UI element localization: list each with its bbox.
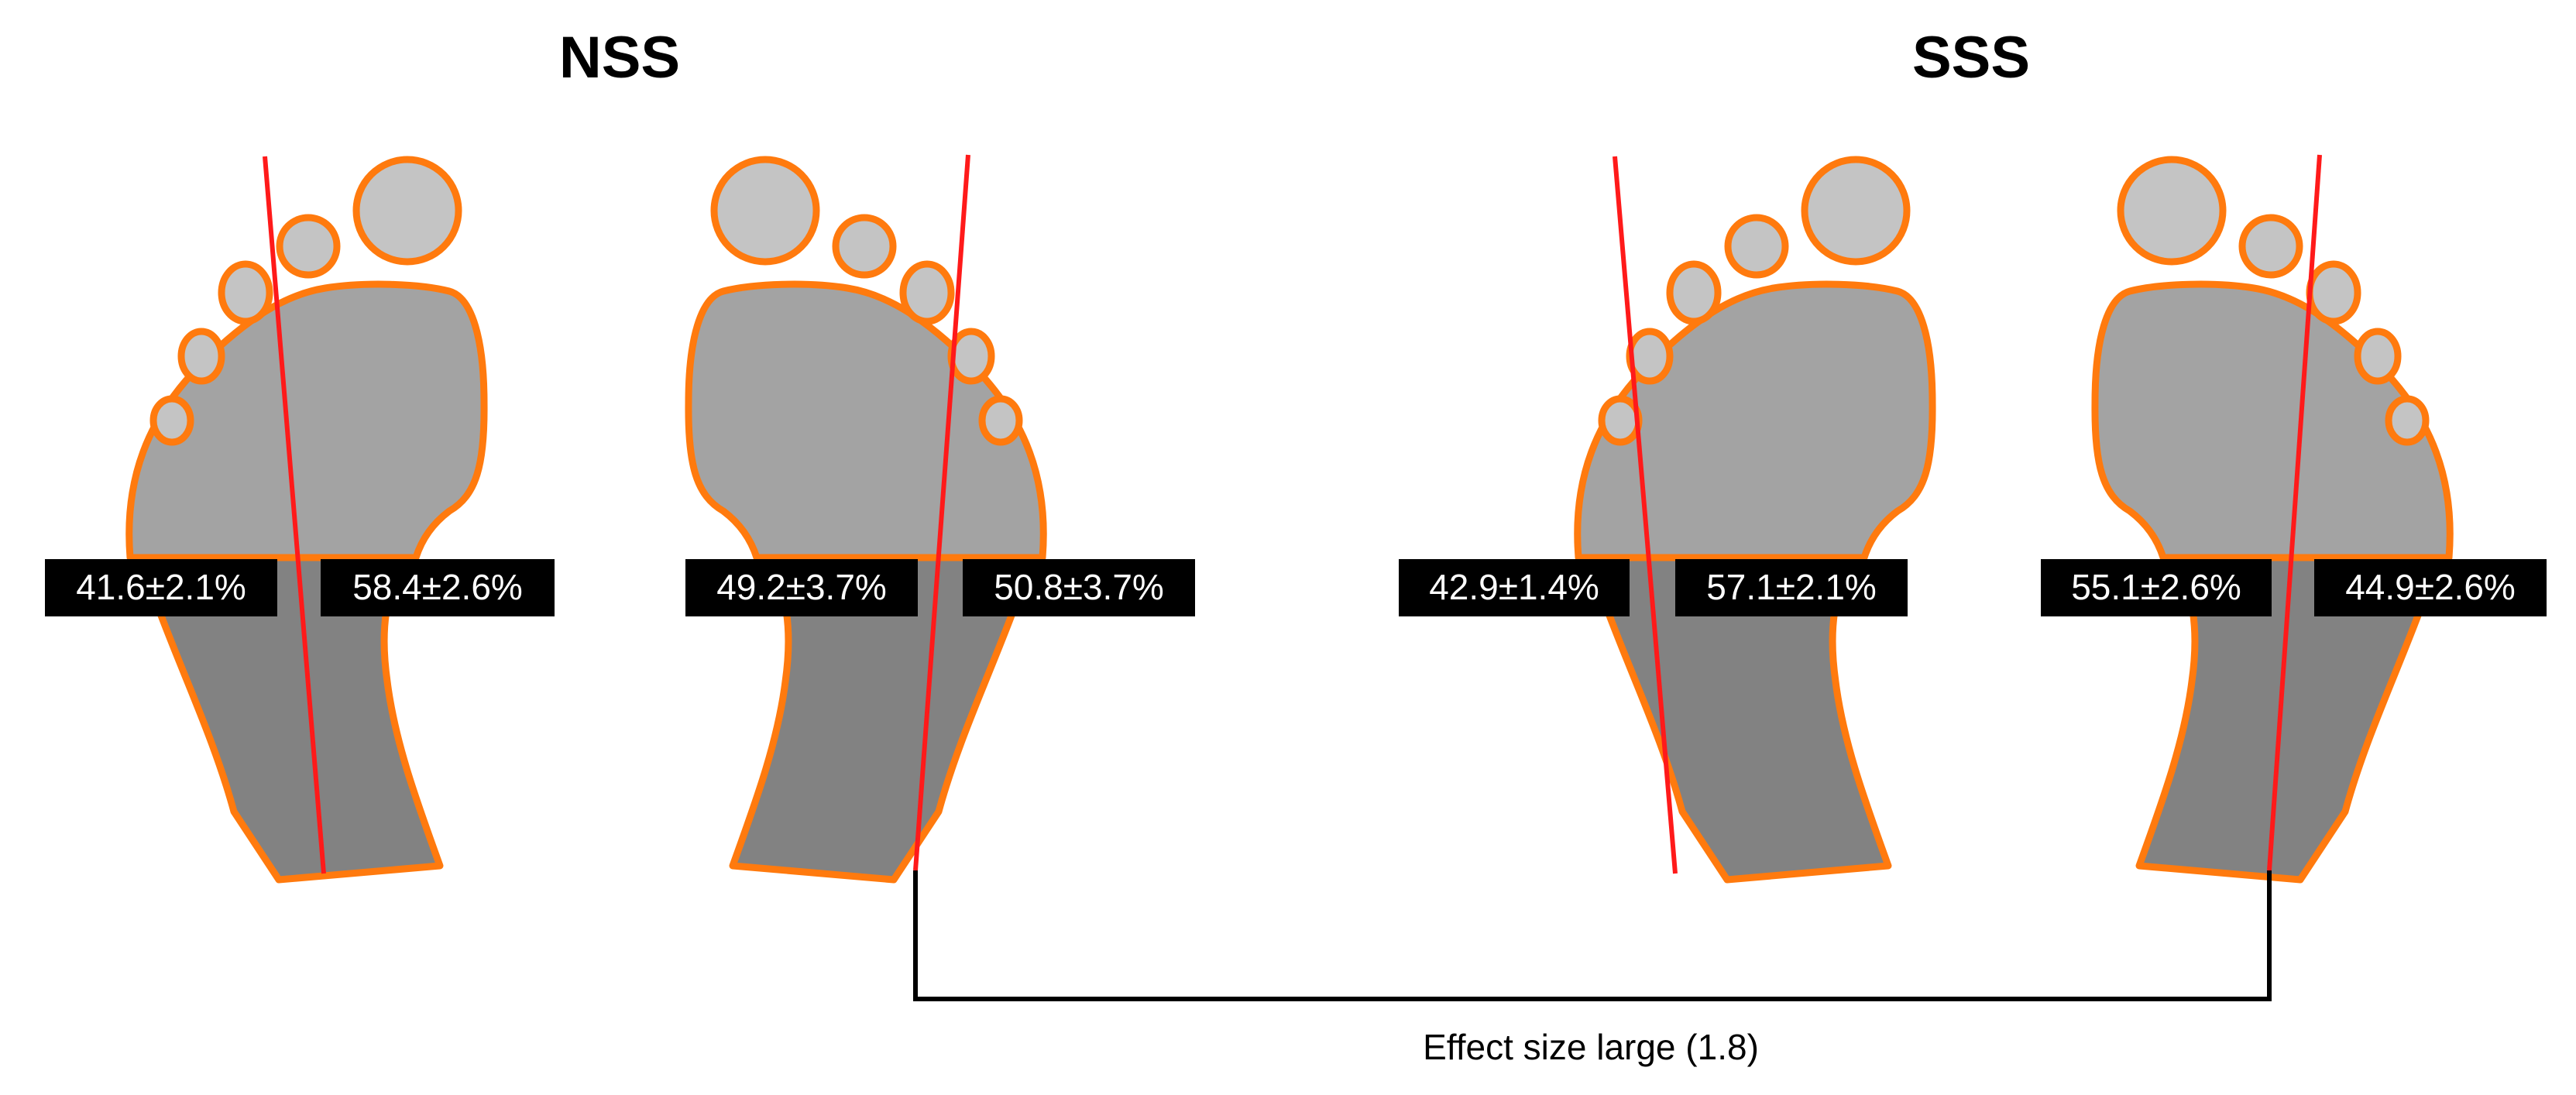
- label-sss-left-lateral: 57.1±2.1%: [1675, 559, 1908, 616]
- foot-sss-left: [1578, 160, 1932, 880]
- comparison-label: Effect size large (1.8): [1423, 1027, 1759, 1067]
- svg-text:44.9±2.6%: 44.9±2.6%: [2345, 567, 2516, 607]
- svg-text:57.1±2.1%: 57.1±2.1%: [1706, 567, 1877, 607]
- foot-nss-left: [129, 160, 484, 880]
- foot-nss-right: [689, 160, 1043, 880]
- label-sss-right-medial: 44.9±2.6%: [2314, 559, 2547, 616]
- svg-text:50.8±3.7%: 50.8±3.7%: [994, 567, 1164, 607]
- label-sss-left-medial: 42.9±1.4%: [1399, 559, 1630, 616]
- label-nss-left-lateral: 58.4±2.6%: [321, 559, 555, 616]
- axis-line-nss-right: [913, 154, 970, 871]
- foot-sss-right: [2095, 160, 2450, 880]
- axis-line-sss-right: [2267, 154, 2322, 871]
- svg-text:55.1±2.6%: 55.1±2.6%: [2071, 567, 2241, 607]
- comparison-bracket: [913, 870, 2272, 1001]
- axis-line-nss-left: [263, 156, 326, 874]
- group-title-sss: SSS: [1912, 25, 2030, 91]
- label-nss-right-lateral: 49.2±3.7%: [685, 559, 918, 616]
- label-sss-right-lateral: 55.1±2.6%: [2041, 559, 2272, 616]
- svg-text:49.2±3.7%: 49.2±3.7%: [716, 567, 887, 607]
- svg-text:41.6±2.1%: 41.6±2.1%: [76, 567, 246, 607]
- label-nss-right-medial: 50.8±3.7%: [963, 559, 1195, 616]
- group-title-nss: NSS: [559, 25, 680, 91]
- svg-text:58.4±2.6%: 58.4±2.6%: [352, 567, 523, 607]
- svg-text:42.9±1.4%: 42.9±1.4%: [1429, 567, 1599, 607]
- axis-line-sss-left: [1613, 156, 1678, 874]
- label-nss-left-medial: 41.6±2.1%: [45, 559, 277, 616]
